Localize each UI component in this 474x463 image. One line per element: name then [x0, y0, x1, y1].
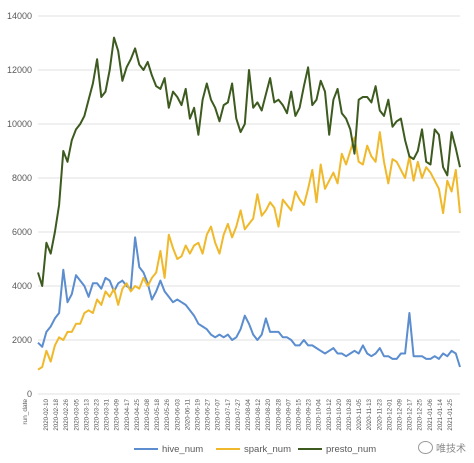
x-tick-label: 2020-06-03 — [174, 398, 181, 430]
x-tick-label: 2020-08-04 — [245, 398, 252, 430]
y-tick-label: 4000 — [12, 281, 32, 291]
x-tick-label: 2020-05-08 — [144, 398, 151, 430]
watermark: 唯技术 — [418, 440, 466, 455]
x-tick-label: 2020-06-11 — [184, 398, 191, 430]
y-axis: 0 2000 4000 6000 8000 10000 12000 14000 — [7, 11, 32, 399]
x-tick-label: 2020-10-04 — [316, 398, 323, 430]
x-tick-label: 2020-05-26 — [164, 398, 171, 430]
x-tick-label: 2020-08-28 — [275, 398, 282, 430]
legend-label: presto_num — [326, 444, 376, 455]
x-tick-label: 2020-07-07 — [215, 398, 222, 430]
x-tick-label: 2020-09-23 — [306, 398, 313, 430]
x-tick-label: 2020-12-25 — [417, 398, 424, 430]
x-tick-label: 2020-07-17 — [225, 398, 232, 430]
x-axis-label: run_date — [22, 399, 29, 425]
x-tick-label: 2020-12-01 — [386, 398, 393, 430]
x-axis: 2020-02-10 2020-02-18 2020-02-26 2020-03-05… — [43, 398, 454, 430]
x-tick-label: 2020-09-07 — [285, 398, 292, 430]
x-tick-label: 2020-03-23 — [94, 398, 101, 430]
grid-lines — [38, 15, 460, 395]
x-tick-label: 2020-02-26 — [63, 398, 70, 430]
x-tick-label: 2020-08-20 — [265, 398, 272, 430]
x-tick-label: 2020-08-12 — [255, 398, 262, 430]
x-tick-label: 2020-12-17 — [407, 398, 414, 430]
watermark-text: 唯技术 — [436, 444, 466, 455]
x-tick-label: 2020-06-19 — [195, 398, 202, 430]
legend-label: spark_num — [244, 444, 291, 455]
y-tick-label: 6000 — [12, 227, 32, 237]
x-tick-label: 2020-03-13 — [83, 398, 90, 430]
x-tick-label: 2020-04-25 — [134, 398, 141, 430]
x-tick-label: 2020-11-23 — [376, 398, 383, 430]
x-tick-label: 2020-06-27 — [205, 398, 212, 430]
y-tick-label: 0 — [27, 389, 32, 399]
series-line-presto_num — [37, 36, 461, 287]
chat-bubble-icon — [418, 441, 433, 454]
x-tick-label: 2020-10-28 — [346, 398, 353, 430]
y-tick-label: 12000 — [7, 65, 32, 75]
series-line-spark_num — [37, 131, 461, 371]
x-tick-label: 2020-11-13 — [366, 398, 373, 430]
x-tick-label: 2020-02-10 — [43, 398, 50, 430]
x-tick-label: 2020-03-05 — [73, 398, 80, 430]
series-lines — [37, 36, 461, 371]
x-tick-label: 2020-11-05 — [356, 398, 363, 430]
x-tick-label: 2021-01-14 — [437, 398, 444, 430]
x-tick-label: 2021-01-25 — [447, 398, 454, 430]
x-tick-label: 2021-01-06 — [427, 398, 434, 430]
y-tick-label: 8000 — [12, 173, 32, 183]
legend: hive_num spark_num presto_num — [134, 444, 376, 455]
x-tick-label: 2020-07-27 — [235, 398, 242, 430]
x-tick-label: 2020-10-20 — [336, 398, 343, 430]
y-tick-label: 14000 — [7, 11, 32, 21]
x-tick-label: 2020-04-09 — [114, 398, 121, 430]
series-line-hive_num — [37, 236, 461, 368]
y-tick-label: 2000 — [12, 335, 32, 345]
y-tick-label: 10000 — [7, 119, 32, 129]
x-tick-label: 2020-04-17 — [124, 398, 131, 430]
x-tick-label: 2020-03-31 — [104, 398, 111, 430]
x-tick-label: 2020-10-12 — [326, 398, 333, 430]
x-tick-label: 2020-12-09 — [397, 398, 404, 430]
legend-label: hive_num — [162, 444, 203, 455]
x-tick-label: 2020-02-18 — [53, 398, 60, 430]
x-tick-label: 2020-09-15 — [296, 398, 303, 430]
x-tick-label: 2020-05-18 — [154, 398, 161, 430]
